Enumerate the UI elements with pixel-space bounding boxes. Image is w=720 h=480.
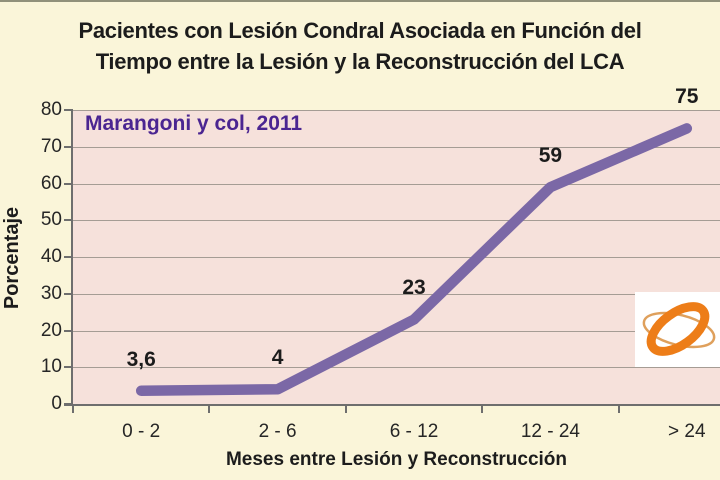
gridline xyxy=(73,293,720,295)
y-tick-mark xyxy=(64,292,73,295)
y-tick-label: 60 xyxy=(40,172,62,194)
gridline xyxy=(73,220,720,222)
y-tick-label: 70 xyxy=(40,135,62,157)
x-tick-mark xyxy=(72,404,74,413)
chart-title-line2: Tiempo entre la Lesión y la Reconstrucci… xyxy=(95,49,625,74)
x-tick-label: 2 - 6 xyxy=(258,421,297,442)
y-tick-mark xyxy=(64,329,73,332)
y-tick-mark xyxy=(64,109,73,111)
data-point-label: 4 xyxy=(271,346,284,370)
y-tick-label: 30 xyxy=(40,282,62,304)
chart-title: Pacientes con Lesión Condral Asociada en… xyxy=(0,15,720,77)
gridline xyxy=(73,146,720,148)
gridline xyxy=(73,110,720,111)
y-tick-mark xyxy=(64,219,73,222)
x-tick-label: 12 - 24 xyxy=(520,421,580,442)
y-tick-mark xyxy=(64,366,73,369)
y-axis-title: Porcentaje xyxy=(1,206,23,310)
y-tick-mark xyxy=(64,403,73,405)
data-point-label: 75 xyxy=(675,85,699,109)
x-tick-mark xyxy=(481,404,484,413)
y-tick-label: 10 xyxy=(40,356,62,378)
gridline xyxy=(73,330,720,332)
source-annotation: Marangoni y col, 2011 xyxy=(85,112,303,135)
y-tick-label: 40 xyxy=(40,246,62,267)
data-point-label: 59 xyxy=(538,144,563,168)
logo-box xyxy=(635,292,720,367)
y-tick-label: 50 xyxy=(40,209,62,231)
y-tick-mark xyxy=(64,182,73,185)
chart-title-line1: Pacientes con Lesión Condral Asociada en… xyxy=(78,18,642,43)
x-tick-label: 0 - 2 xyxy=(122,421,161,442)
orange-orbit-icon xyxy=(642,302,716,356)
x-tick-mark xyxy=(208,404,211,413)
x-tick-mark xyxy=(344,404,347,413)
x-axis-line xyxy=(64,404,720,406)
gridline xyxy=(73,183,720,185)
y-tick-mark xyxy=(64,145,73,148)
x-axis-title: Meses entre Lesión y Reconstrucción xyxy=(225,449,568,470)
x-tick-label: 6 - 12 xyxy=(389,421,439,442)
x-tick-label: > 24 xyxy=(668,421,706,442)
data-point-label: 23 xyxy=(402,276,426,300)
gridline xyxy=(73,257,720,258)
data-point-label: 3,6 xyxy=(126,347,156,371)
y-tick-label: 20 xyxy=(40,319,62,341)
top-edge-line xyxy=(0,0,720,2)
y-tick-label: 80 xyxy=(40,99,62,120)
x-tick-mark xyxy=(617,404,620,413)
y-tick-mark xyxy=(64,256,73,258)
y-tick-label: 0 xyxy=(51,393,62,414)
gridline xyxy=(73,367,720,369)
